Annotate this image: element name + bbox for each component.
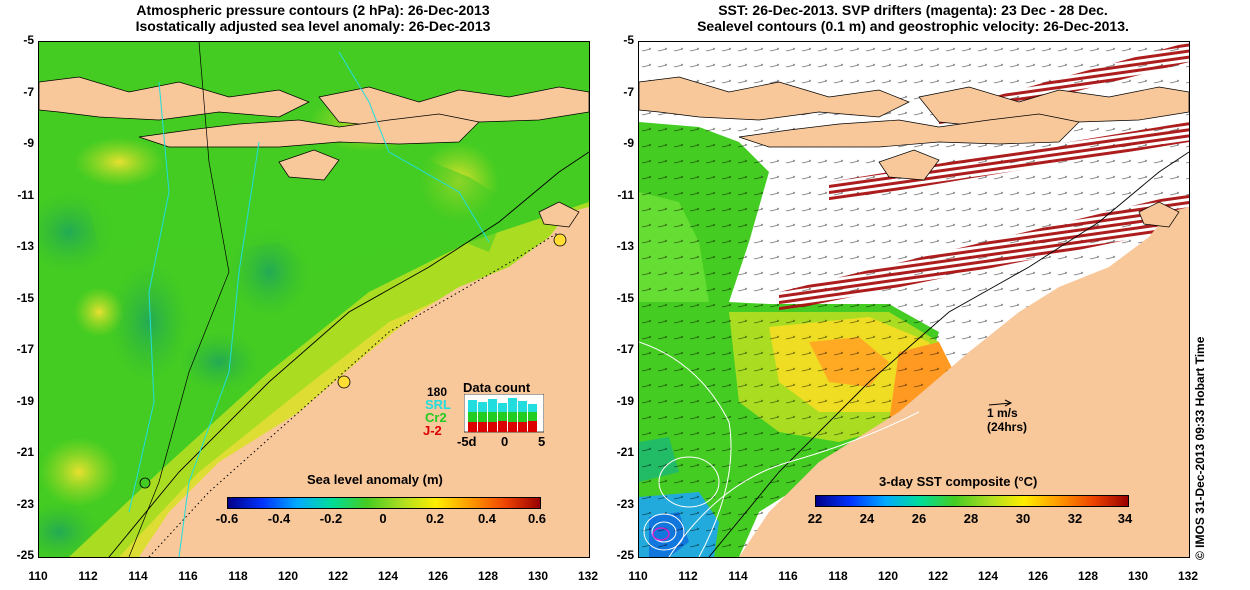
right-y-tick-10: -23	[616, 497, 634, 511]
inset-x-label-zero: 0	[501, 434, 509, 449]
copyright-label: © IMOS 31-Dec-2013 09:33 Hobart Time	[1193, 336, 1207, 560]
left-x-tick-6: 120	[277, 569, 299, 583]
left-x-tick-4: 116	[178, 569, 198, 583]
left-colorbar-tick-2: -0.4	[267, 511, 291, 526]
right-x-tick-1: 110	[628, 569, 648, 583]
right-x-tick-3: 114	[728, 569, 748, 583]
right-y-tick-1: -5	[623, 33, 634, 47]
right-x-tick-10: 128	[1077, 569, 1099, 583]
scale-arrow-sublabel: (24hrs)	[987, 420, 1028, 434]
left-x-tick-12: 132	[577, 569, 599, 583]
left-x-tick-8: 124	[377, 569, 399, 583]
left-title-line2: Isostatically adjusted sea level anomaly…	[135, 18, 491, 34]
left-colorbar	[227, 497, 541, 509]
left-y-tick-4: -11	[17, 188, 34, 202]
left-y-tick-1: -5	[23, 33, 34, 47]
right-title-line2: Sealevel contours (0.1 m) and geostrophi…	[697, 18, 1129, 34]
left-y-tick-5: -13	[16, 239, 34, 253]
right-y-tick-8: -19	[616, 394, 634, 408]
right-colorbar-tick-2: 24	[859, 511, 875, 526]
left-y-tick-7: -17	[16, 342, 34, 356]
left-y-tick-10: -23	[16, 497, 34, 511]
left-y-tick-9: -21	[16, 445, 34, 459]
right-colorbar-tick-4: 28	[963, 511, 979, 526]
right-y-tick-6: -15	[616, 291, 634, 305]
left-colorbar-tick-3: -0.2	[319, 511, 343, 526]
left-x-tick-2: 112	[78, 569, 98, 583]
left-x-tick-9: 126	[427, 569, 449, 583]
right-colorbar-title: 3-day SST composite (°C)	[879, 474, 1038, 489]
left-y-tick-2: -7	[23, 85, 34, 99]
left-colorbar-tick-7: 0.6	[527, 511, 547, 526]
right-y-tick-3: -9	[623, 136, 634, 150]
right-x-tick-11: 130	[1127, 569, 1149, 583]
left-y-tick-3: -9	[23, 136, 34, 150]
right-title-line1: SST: 26-Dec-2013. SVP drifters (magenta)…	[718, 2, 1108, 18]
left-colorbar-tick-4: 0	[379, 511, 387, 526]
left-colorbar-title: Sea level anomaly (m)	[307, 472, 443, 487]
right-map-graphic	[639, 42, 1189, 557]
scale-arrow-label: 1 m/s	[987, 406, 1018, 420]
right-colorbar-tick-5: 30	[1015, 511, 1031, 526]
right-x-tick-2: 112	[678, 569, 698, 583]
left-colorbar-tick-1: -0.6	[215, 511, 239, 526]
left-y-tick-6: -15	[16, 291, 34, 305]
satellite-label-srl: SRL	[425, 397, 451, 412]
right-y-tick-2: -7	[623, 85, 634, 99]
left-x-tick-5: 118	[228, 569, 248, 583]
right-y-tick-9: -21	[616, 445, 634, 459]
data-count-histogram	[464, 394, 544, 433]
right-map-panel: 1 m/s (24hrs) 3-day SST composite (°C) 2…	[638, 41, 1190, 558]
inset-max-label: 180	[427, 385, 448, 399]
right-x-tick-5: 118	[828, 569, 848, 583]
right-x-tick-4: 116	[778, 569, 798, 583]
left-map-graphic	[39, 42, 589, 557]
left-colorbar-tick-5: 0.2	[425, 511, 445, 526]
satellite-label-cr2: Cr2	[425, 410, 447, 425]
right-y-tick-11: -25	[616, 548, 634, 562]
right-colorbar-tick-3: 26	[911, 511, 927, 526]
right-y-tick-4: -11	[617, 188, 634, 202]
inset-x-label-start: -5d	[457, 434, 477, 449]
satellite-label-j2: J-2	[423, 423, 442, 438]
left-x-tick-7: 122	[327, 569, 349, 583]
right-x-tick-8: 124	[977, 569, 999, 583]
left-colorbar-tick-6: 0.4	[477, 511, 497, 526]
inset-title: Data count	[463, 380, 531, 395]
right-colorbar-tick-6: 32	[1067, 511, 1083, 526]
right-x-tick-12: 132	[1177, 569, 1199, 583]
left-y-tick-11: -25	[16, 548, 34, 562]
right-x-tick-6: 120	[877, 569, 899, 583]
left-title-line1: Atmospheric pressure contours (2 hPa): 2…	[136, 2, 490, 18]
right-colorbar-tick-1: 22	[807, 511, 823, 526]
data-count-inset: Data count 180 SRL Cr2 J-2 -5d 0 5	[419, 378, 559, 449]
left-x-tick-11: 130	[527, 569, 549, 583]
right-y-tick-5: -13	[616, 239, 634, 253]
left-x-tick-3: 114	[128, 569, 148, 583]
left-map-panel: Data count 180 SRL Cr2 J-2 -5d 0 5 Sea l…	[38, 41, 590, 558]
left-x-tick-1: 110	[28, 569, 48, 583]
left-y-tick-8: -19	[16, 394, 34, 408]
right-x-tick-7: 122	[927, 569, 949, 583]
right-x-tick-9: 126	[1027, 569, 1049, 583]
inset-x-label-end: 5	[538, 434, 546, 449]
right-colorbar-tick-7: 34	[1117, 511, 1133, 526]
right-y-tick-7: -17	[616, 342, 634, 356]
left-x-tick-10: 128	[477, 569, 499, 583]
right-colorbar	[815, 495, 1129, 507]
